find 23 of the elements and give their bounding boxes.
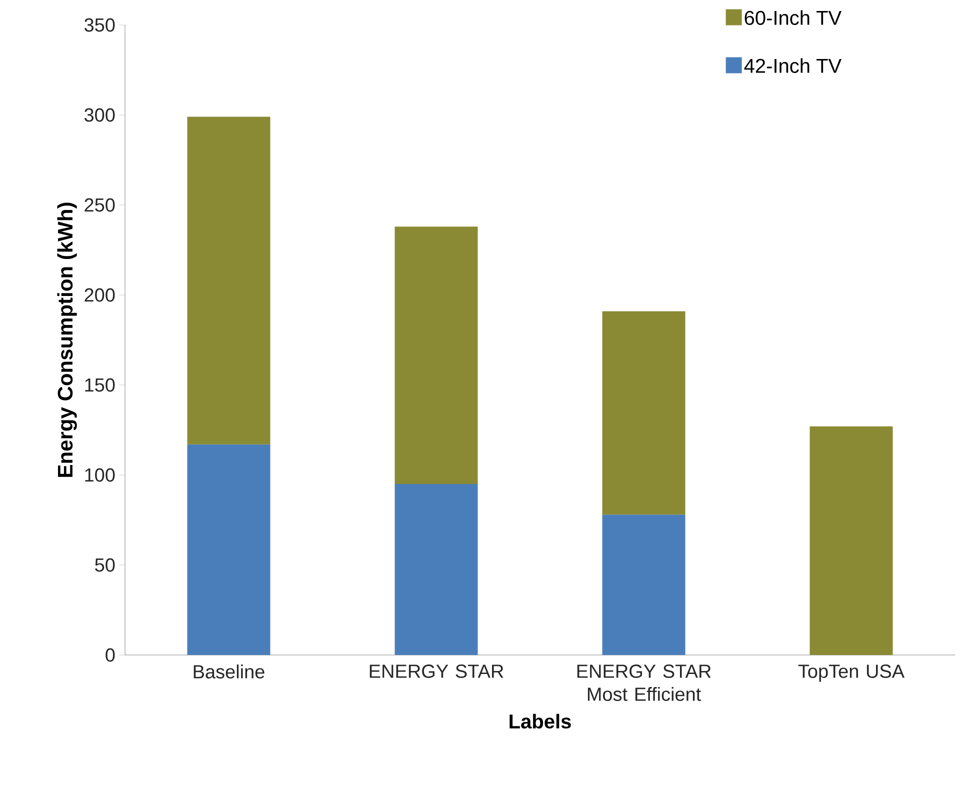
y-tick-label: 100 xyxy=(85,468,115,482)
y-tick-label: 250 xyxy=(84,198,115,212)
x-tick-label: ENERGY STAR xyxy=(370,664,504,678)
bar xyxy=(394,484,478,655)
bar xyxy=(394,226,478,484)
y-axis-title: Energy Consumption (kWh) xyxy=(57,202,77,477)
legend-label: 42-Inch TV xyxy=(744,58,842,73)
bar xyxy=(187,116,270,444)
y-tick-label: 200 xyxy=(84,288,115,302)
x-tick-label: Baseline xyxy=(194,664,264,678)
y-tick-label: 150 xyxy=(85,378,115,392)
x-tick-label: TopTen USA xyxy=(798,664,905,682)
y-tick-label: 0 xyxy=(106,648,115,662)
bar xyxy=(602,514,686,655)
bar xyxy=(810,426,893,655)
x-axis-title: Labels xyxy=(510,714,571,729)
x-tick-label: ENERGY STAR Most Efficient xyxy=(577,664,711,701)
y-tick-label: 50 xyxy=(95,558,115,572)
y-tick-label: 350 xyxy=(84,18,115,32)
legend-label: 60-Inch TV xyxy=(744,10,842,25)
y-tick-label: 300 xyxy=(84,108,115,122)
bar xyxy=(187,444,270,655)
bar xyxy=(602,311,686,515)
